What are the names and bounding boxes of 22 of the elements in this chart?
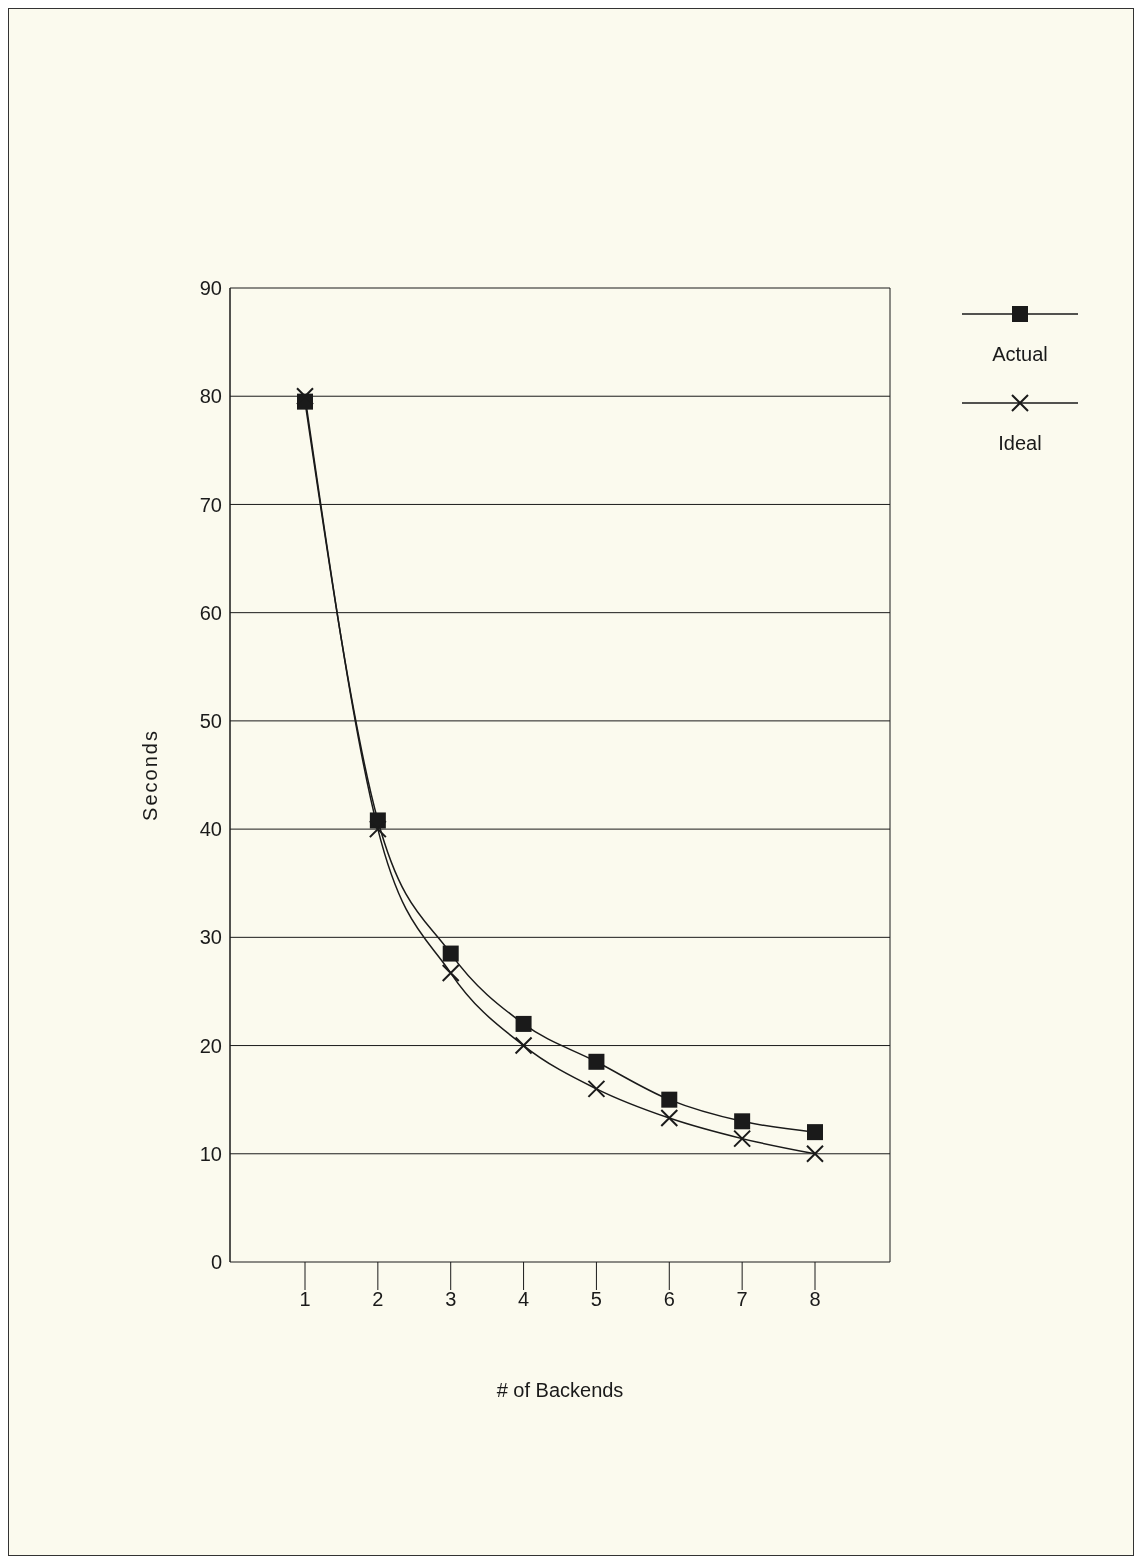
x-tick-label: 2	[372, 1288, 384, 1311]
y-tick-label: 20	[199, 1034, 222, 1057]
x-tick-label: 4	[518, 1288, 530, 1311]
y-tick-label: 90	[199, 277, 222, 300]
x-tick-label: 7	[736, 1288, 748, 1311]
y-tick-label: 70	[199, 493, 222, 516]
x-axis-title: # of Backends	[496, 1379, 624, 1401]
y-axis-title: Seconds	[139, 729, 162, 821]
y-tick-label: 50	[199, 709, 222, 732]
y-tick-label: 30	[199, 926, 222, 949]
y-tick-label: 60	[199, 601, 222, 624]
y-tick-label: 40	[199, 818, 222, 841]
y-tick-label: 80	[199, 385, 222, 408]
y-tick-label: 0	[210, 1251, 222, 1274]
x-tick-label: 5	[590, 1288, 602, 1311]
x-tick-label: 8	[809, 1288, 821, 1311]
x-tick-label: 6	[663, 1288, 675, 1311]
legend-label: Actual	[991, 343, 1049, 366]
x-tick-label: 3	[445, 1288, 457, 1311]
legend-label: Ideal	[997, 432, 1043, 455]
x-tick-label: 1	[299, 1288, 311, 1311]
y-tick-label: 10	[199, 1142, 222, 1165]
